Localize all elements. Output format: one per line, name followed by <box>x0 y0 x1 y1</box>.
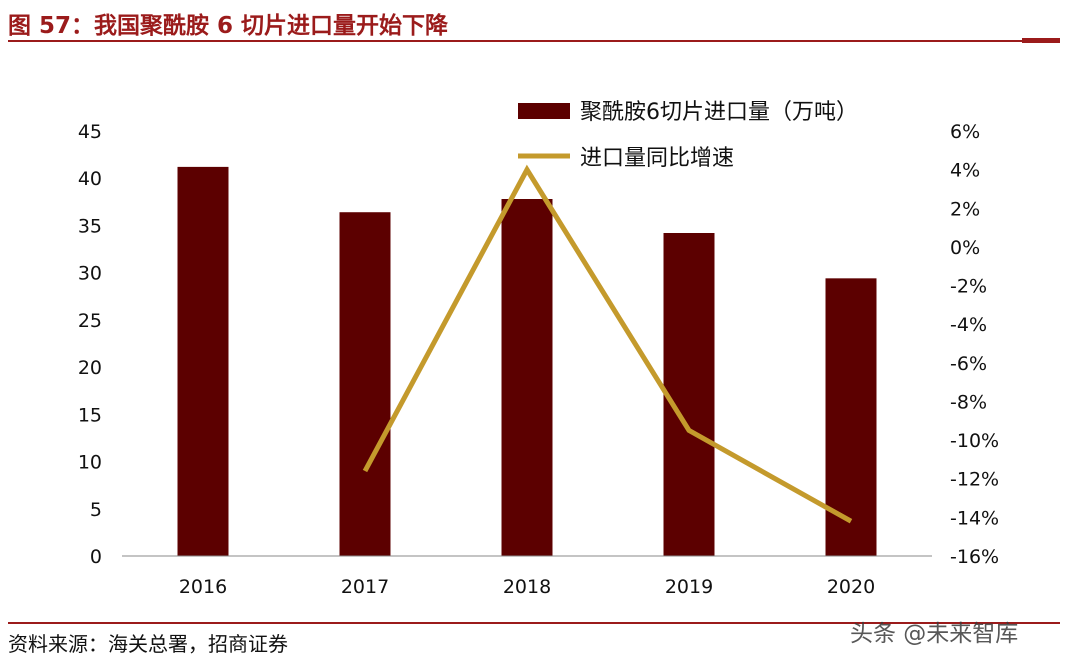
legend: 聚酰胺6切片进口量（万吨） 进口量同比增速 <box>518 100 858 171</box>
combo-chart: 0 5 10 15 20 25 30 35 40 45 -16% -14% -12% -10% -8% -6… <box>78 100 999 598</box>
bar <box>663 233 715 556</box>
right-tick-label: 0% <box>950 237 980 259</box>
left-tick-label: 0 <box>90 546 102 568</box>
title-divider <box>8 40 1060 42</box>
x-tick-label: 2019 <box>665 576 713 598</box>
title-divider-accent <box>1022 38 1060 43</box>
x-axis-labels: 2016 2017 2018 2019 2020 <box>179 576 875 598</box>
bar <box>339 212 391 556</box>
right-tick-label: 6% <box>950 121 980 143</box>
right-tick-label: -10% <box>950 430 999 452</box>
bar <box>501 199 553 556</box>
watermark-text: 头条 @未来智库 <box>850 621 1019 647</box>
right-tick-label: 4% <box>950 160 980 182</box>
left-tick-label: 30 <box>78 263 102 285</box>
x-tick-label: 2020 <box>827 576 875 598</box>
x-tick-label: 2016 <box>179 576 227 598</box>
left-tick-label: 25 <box>78 310 102 332</box>
right-tick-label: -12% <box>950 469 999 491</box>
right-tick-label: -8% <box>950 391 987 413</box>
legend-bar-swatch <box>518 103 570 119</box>
left-tick-label: 45 <box>78 121 102 143</box>
left-axis: 0 5 10 15 20 25 30 35 40 45 <box>78 121 102 568</box>
left-tick-label: 10 <box>78 452 102 474</box>
figure-title: 图 57：我国聚酰胺 6 切片进口量开始下降 <box>8 13 449 39</box>
left-tick-label: 35 <box>78 215 102 237</box>
left-tick-label: 5 <box>90 499 102 521</box>
right-tick-label: -2% <box>950 276 987 298</box>
bar <box>825 278 877 556</box>
right-tick-label: 2% <box>950 198 980 220</box>
right-tick-label: -16% <box>950 546 999 568</box>
legend-bar-label: 聚酰胺6切片进口量（万吨） <box>580 100 858 125</box>
left-tick-label: 40 <box>78 168 102 190</box>
right-tick-label: -14% <box>950 507 999 529</box>
bar <box>177 166 229 556</box>
bar-series <box>177 166 877 556</box>
x-tick-label: 2017 <box>341 576 389 598</box>
growth-line <box>362 164 853 524</box>
source-note: 资料来源：海关总署，招商证券 <box>8 632 288 656</box>
right-tick-label: -6% <box>950 353 987 375</box>
right-axis: -16% -14% -12% -10% -8% -6% -4% -2% 0% 2% 4% 6% <box>950 121 999 568</box>
right-tick-label: -4% <box>950 314 987 336</box>
legend-line-label: 进口量同比增速 <box>580 146 734 171</box>
left-tick-label: 20 <box>78 357 102 379</box>
left-tick-label: 15 <box>78 404 102 426</box>
x-tick-label: 2018 <box>503 576 551 598</box>
source-divider <box>8 622 1060 624</box>
